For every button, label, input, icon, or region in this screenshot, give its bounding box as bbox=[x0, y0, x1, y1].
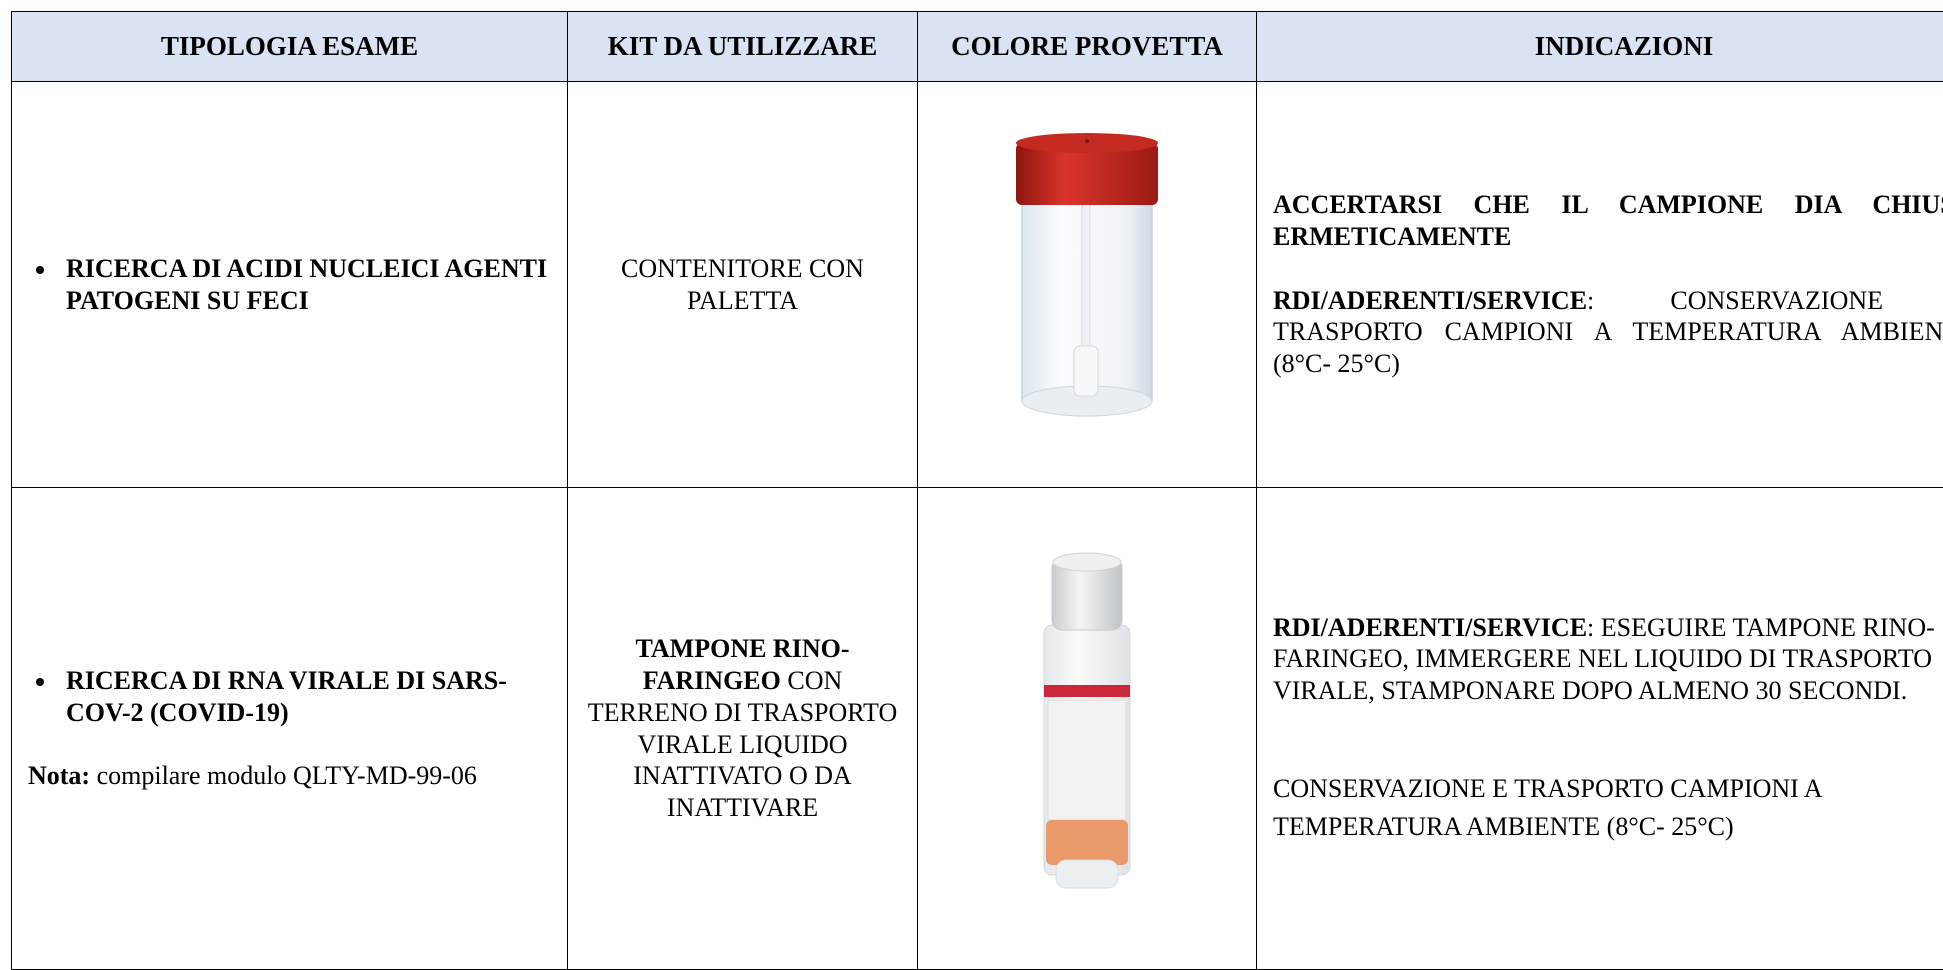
kit-cell: TAMPONE RINO-FARINGEO CON TERRENO DI TRA… bbox=[567, 487, 918, 970]
exam-cell: RICERCA DI ACIDI NUCLEICI AGENTI PATOGEN… bbox=[11, 81, 568, 488]
image-cell bbox=[917, 81, 1257, 488]
exam-item: RICERCA DI RNA VIRALE DI SARS-COV-2 (COV… bbox=[58, 665, 551, 728]
text: CON TERRENO DI TRASPORTO VIRALE LIQUIDO … bbox=[587, 666, 898, 822]
exam-item: RICERCA DI ACIDI NUCLEICI AGENTI PATOGEN… bbox=[58, 253, 551, 316]
exam-list: RICERCA DI RNA VIRALE DI SARS-COV-2 (COV… bbox=[28, 665, 551, 728]
exam-cell: RICERCA DI RNA VIRALE DI SARS-COV-2 (COV… bbox=[11, 487, 568, 970]
kit-cell: CONTENITORE CON PALETTA bbox=[567, 81, 918, 488]
header-cell: TIPOLOGIA ESAME bbox=[11, 11, 568, 82]
indications-cell: ACCERTARSI CHE IL CAMPIONE DIA CHIUSO ER… bbox=[1256, 81, 1943, 488]
text: : ESEGUIRE TAMPONE RINO-FARINGEO, IMMERG… bbox=[1273, 612, 1935, 705]
header-cell: INDICAZIONI bbox=[1256, 11, 1943, 82]
header-cell: COLORE PROVETTA bbox=[917, 11, 1257, 82]
exam-table: TIPOLOGIA ESAME KIT DA UTILIZZARE COLORE… bbox=[11, 11, 1943, 970]
text: : CONSERVAZIONE E TRASPORTO CAMPIONI A T… bbox=[1273, 285, 1943, 378]
indication-text: RDI/ADERENTI/SERVICE: ESEGUIRE TAMPONE R… bbox=[1273, 612, 1943, 707]
header-cell: KIT DA UTILIZZARE bbox=[567, 11, 918, 82]
bold-text: RDI/ADERENTI/SERVICE bbox=[1273, 285, 1588, 315]
bold-text: TAMPONE RINO-FARINGEO bbox=[635, 634, 850, 696]
indication-text: CONSERVAZIONE E TRASPORTO CAMPIONI A TEM… bbox=[1273, 774, 1822, 841]
bold-text: RDI/ADERENTI/SERVICE bbox=[1273, 612, 1588, 642]
container-image bbox=[1016, 132, 1158, 417]
table-row: RICERCA DI RNA VIRALE DI SARS-COV-2 (COV… bbox=[11, 487, 1943, 970]
image-cell bbox=[917, 487, 1257, 970]
indications-cell: RDI/ADERENTI/SERVICE: ESEGUIRE TAMPONE R… bbox=[1256, 487, 1943, 970]
note-label: Nota: bbox=[28, 761, 91, 791]
exam-list: RICERCA DI ACIDI NUCLEICI AGENTI PATOGEN… bbox=[28, 253, 551, 316]
tube-image bbox=[1043, 552, 1131, 889]
header-row: TIPOLOGIA ESAME KIT DA UTILIZZARE COLORE… bbox=[11, 11, 1943, 82]
note: Nota: compilare modulo QLTY-MD-99-06 bbox=[28, 760, 551, 792]
bold-text: ACCERTARSI CHE IL CAMPIONE DIA CHIUSO ER… bbox=[1273, 190, 1943, 252]
note-text: compilare modulo QLTY-MD-99-06 bbox=[96, 761, 477, 791]
indication-text: RDI/ADERENTI/SERVICE: CONSERVAZIONE E TR… bbox=[1273, 285, 1943, 380]
indication-text: ACCERTARSI CHE IL CAMPIONE DIA CHIUSO ER… bbox=[1273, 189, 1943, 252]
table-row: RICERCA DI ACIDI NUCLEICI AGENTI PATOGEN… bbox=[11, 81, 1943, 488]
